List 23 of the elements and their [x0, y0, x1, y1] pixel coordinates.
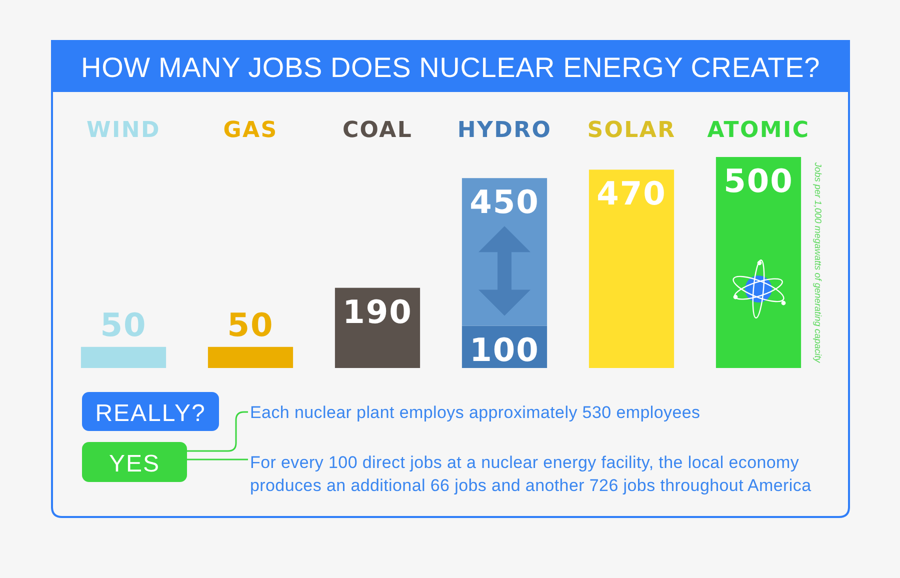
- bar: [80, 346, 166, 368]
- bar: [208, 346, 294, 368]
- x-tick-label: WIND: [86, 118, 160, 143]
- x-tick-label: ATOMIC: [707, 118, 810, 143]
- chart-title: HOW MANY JOBS DOES NUCLEAR ENERGY CREATE?: [81, 52, 820, 83]
- text: Each nuclear plant employs approximately 530 employees: [250, 403, 700, 422]
- data-label: 100: [470, 330, 540, 369]
- bar: [716, 157, 802, 368]
- data-label: 50: [227, 306, 274, 344]
- x-tick-label: HYDRO: [457, 118, 552, 143]
- data-label: 500: [724, 162, 794, 200]
- text: YES: [108, 450, 160, 478]
- bar: [588, 170, 674, 368]
- x-tick-label: SOLAR: [587, 118, 676, 143]
- data-label: 470: [596, 174, 666, 213]
- x-tick-label: GAS: [223, 118, 278, 143]
- text: REALLY?: [95, 400, 206, 427]
- data-label: 190: [342, 292, 412, 331]
- data-label: 50: [100, 306, 147, 344]
- text: For every 100 direct jobs at a nuclear energy facility, the local economy produces an additional 66 jobs and another 726 jobs throughout America: [250, 453, 812, 495]
- total-label: 450: [470, 183, 540, 222]
- x-tick-label: COAL: [342, 118, 413, 143]
- y-axis-title: Jobs per 1,000 megawatts of generating capacity: [813, 161, 823, 364]
